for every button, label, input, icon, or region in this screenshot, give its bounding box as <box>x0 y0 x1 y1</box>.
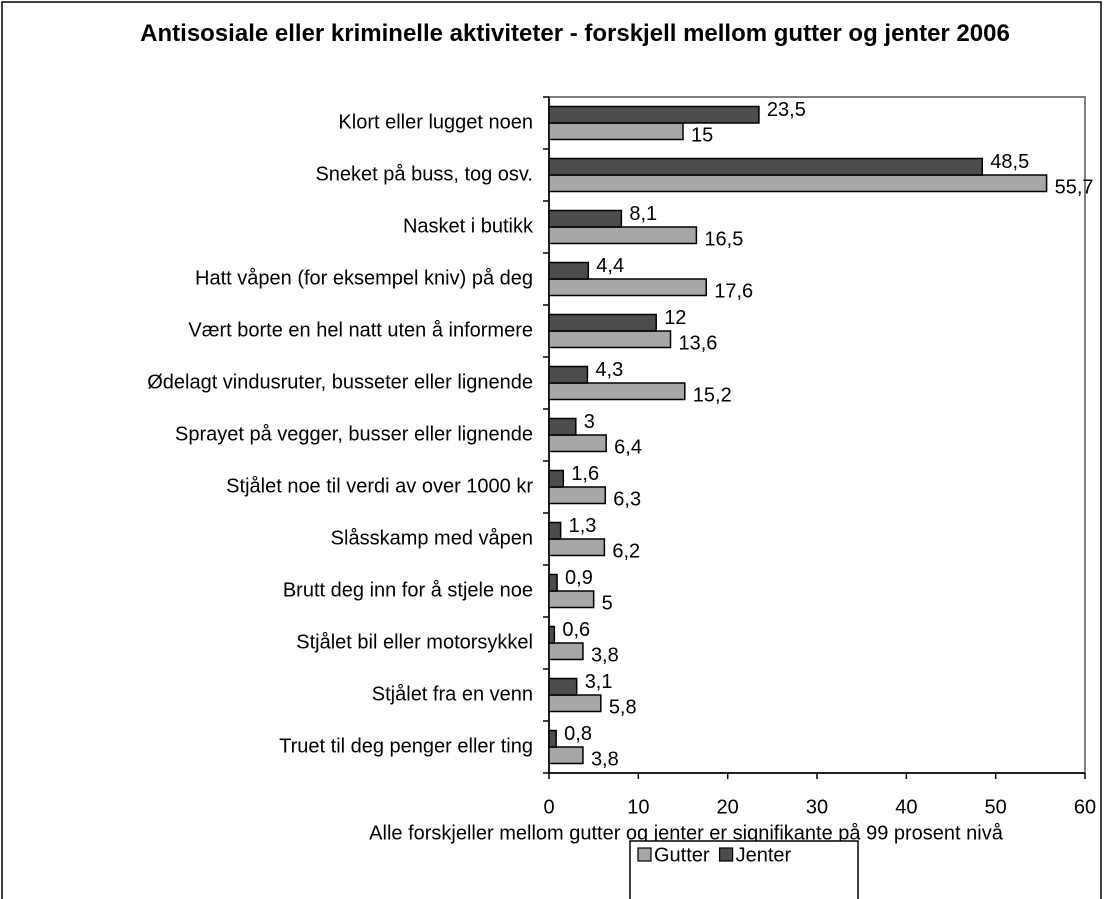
data-label: 17,6 <box>714 281 753 303</box>
bar <box>548 746 584 765</box>
x-axis-label: Alle forskjeller mellom gutter og jenter… <box>369 822 1004 844</box>
bar <box>548 729 557 748</box>
x-tick-label: 50 <box>985 796 1007 818</box>
data-label: 0,9 <box>565 567 593 589</box>
data-label: 6,4 <box>614 437 642 459</box>
data-label: 8,1 <box>629 203 657 225</box>
bar <box>548 469 565 488</box>
y-tick-label: Brutt deg inn for å stjele noe <box>283 579 533 601</box>
data-label: 5,8 <box>609 697 637 719</box>
data-label: 3,8 <box>591 749 619 771</box>
data-label: 4,3 <box>595 359 623 381</box>
data-label: 55,7 <box>1055 177 1094 199</box>
legend-label: Gutter <box>654 844 710 866</box>
legend-label: Jenter <box>736 844 792 866</box>
bar <box>548 382 686 401</box>
y-tick-label: Ødelagt vindusruter, busseter eller lign… <box>147 371 533 393</box>
x-tick-label: 60 <box>1074 796 1096 818</box>
data-label: 15,2 <box>693 385 732 407</box>
bar <box>548 330 672 349</box>
bar <box>548 417 577 436</box>
bar <box>548 694 602 713</box>
data-label: 13,6 <box>678 333 717 355</box>
y-tick-label: Stjålet bil eller motorsykkel <box>296 631 533 653</box>
y-tick-label: Slåsskamp med våpen <box>331 527 533 549</box>
bar <box>548 642 584 661</box>
y-tick-label: Truet til deg penger eller ting <box>279 735 533 757</box>
plot-area <box>548 96 1086 774</box>
data-label: 0,6 <box>562 619 590 641</box>
bar <box>548 434 607 453</box>
data-label: 0,8 <box>564 723 592 745</box>
data-label: 6,3 <box>613 489 641 511</box>
bar <box>548 538 606 557</box>
bar <box>548 365 589 384</box>
bar <box>548 226 698 245</box>
x-tick-label: 30 <box>806 796 828 818</box>
y-tick-label: Nasket i butikk <box>403 215 534 237</box>
bar <box>548 278 707 297</box>
data-label: 6,2 <box>612 541 640 563</box>
data-label: 15 <box>691 125 713 147</box>
y-tick-label: Klort eller lugget noen <box>338 111 533 133</box>
y-tick-label: Hatt våpen (for eksempel kniv) på deg <box>195 267 533 289</box>
data-label: 3,8 <box>591 645 619 667</box>
x-tick-label: 40 <box>895 796 917 818</box>
data-label: 4,4 <box>596 255 624 277</box>
y-tick-label: Stjålet fra en venn <box>372 683 533 705</box>
x-tick-label: 20 <box>717 796 739 818</box>
chart-title: Antisosiale eller kriminelle aktiviteter… <box>140 20 1010 47</box>
data-label: 1,3 <box>569 515 597 537</box>
x-tick-label: 0 <box>543 796 554 818</box>
bar <box>548 486 607 505</box>
data-label: 16,5 <box>704 229 743 251</box>
bar <box>548 573 558 592</box>
legend-swatch <box>718 847 734 862</box>
bar <box>548 625 556 644</box>
data-label: 3,1 <box>585 671 613 693</box>
bar <box>548 157 984 176</box>
x-tick-label: 10 <box>627 796 649 818</box>
y-tick-label: Vært borte en hel natt uten å informere <box>188 319 533 341</box>
y-tick-label: Sneket på buss, tog osv. <box>315 163 533 185</box>
legend-swatch <box>637 847 652 862</box>
bar <box>548 677 578 696</box>
y-tick-label: Stjålet noe til verdi av over 1000 kr <box>226 475 533 497</box>
bar <box>548 122 684 141</box>
data-label: 1,6 <box>571 463 599 485</box>
legend-box <box>629 840 859 899</box>
bar <box>548 313 657 332</box>
y-tick-label: Sprayet på vegger, busser eller lignende <box>175 423 533 445</box>
data-label: 48,5 <box>990 151 1029 173</box>
data-label: 12 <box>664 307 686 329</box>
bar <box>548 174 1048 193</box>
bar <box>548 590 595 609</box>
data-label: 5 <box>602 593 613 615</box>
data-label: 3 <box>584 411 595 433</box>
bar <box>548 209 623 228</box>
bar <box>548 261 590 280</box>
bar <box>548 105 760 124</box>
bar <box>548 521 562 540</box>
data-label: 23,5 <box>767 99 806 121</box>
